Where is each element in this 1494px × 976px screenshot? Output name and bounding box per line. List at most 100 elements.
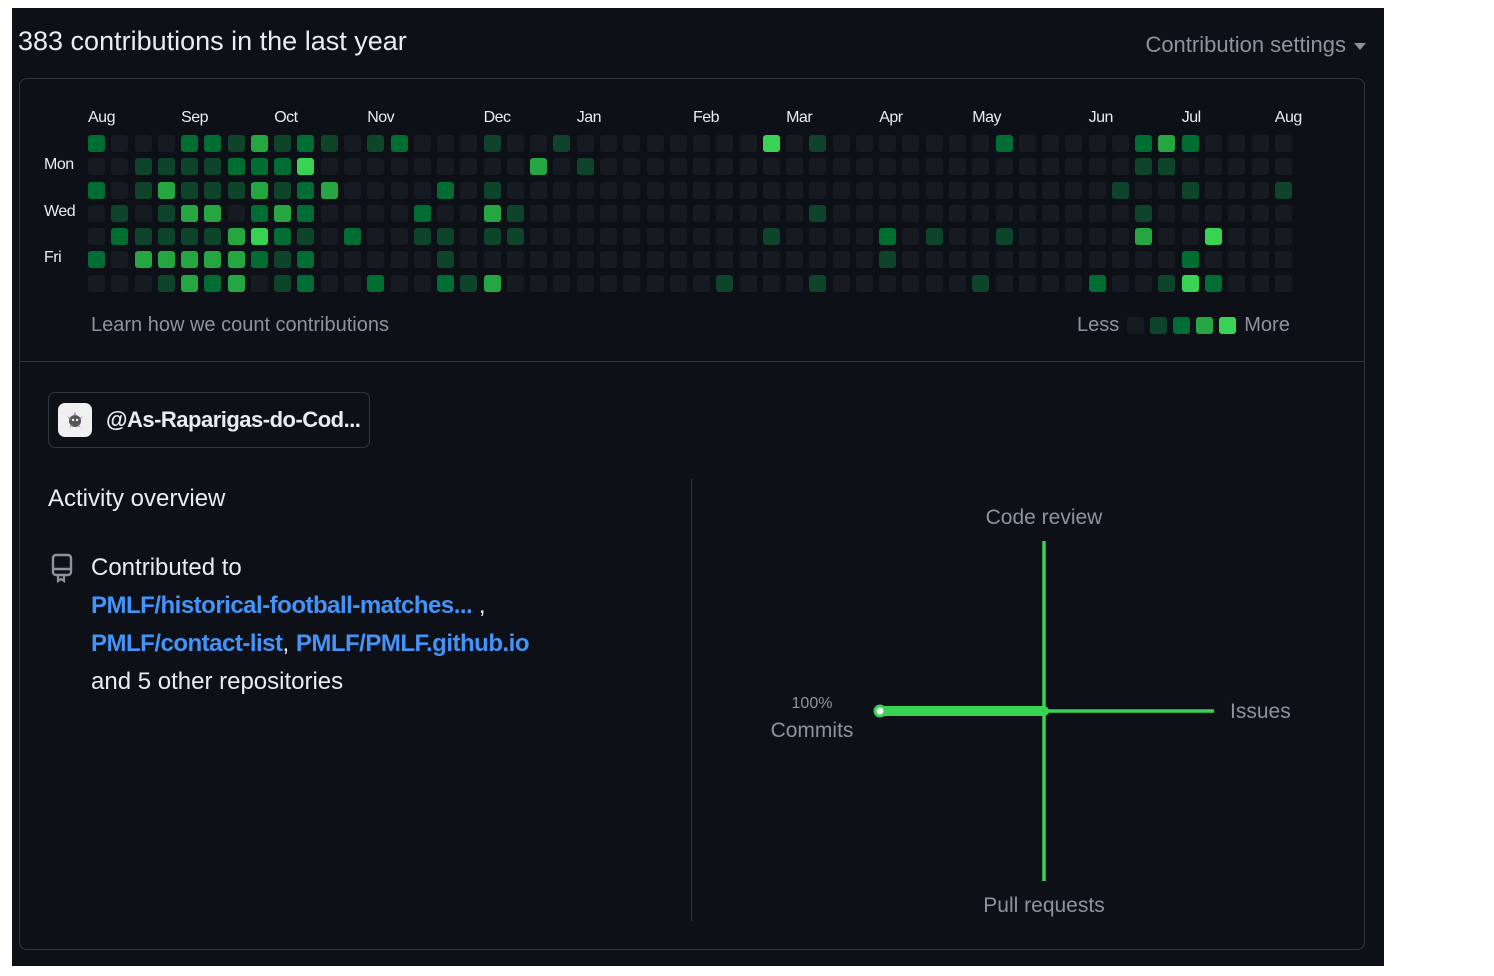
contribution-day-cell[interactable]	[1181, 251, 1199, 269]
contribution-day-cell[interactable]	[786, 158, 804, 176]
contribution-day-cell[interactable]	[227, 181, 245, 199]
contribution-day-cell[interactable]	[1065, 135, 1083, 152]
contribution-day-cell[interactable]	[437, 158, 455, 176]
contribution-day-cell[interactable]	[1205, 204, 1222, 222]
contribution-day-cell[interactable]	[1065, 228, 1083, 246]
contribution-day-cell[interactable]	[204, 204, 222, 222]
repo-link-pmlf-github-io[interactable]: PMLF/PMLF.github.io	[295, 630, 530, 657]
contribution-day-cell[interactable]	[879, 135, 897, 152]
contribution-day-cell[interactable]	[925, 158, 943, 176]
contribution-day-cell[interactable]	[995, 228, 1013, 246]
contribution-day-cell[interactable]	[669, 158, 687, 176]
contribution-day-cell[interactable]	[1274, 181, 1292, 199]
contribution-day-cell[interactable]	[530, 204, 548, 222]
contribution-day-cell[interactable]	[1181, 204, 1199, 222]
contribution-day-cell[interactable]	[413, 135, 431, 152]
contribution-day-cell[interactable]	[297, 181, 315, 199]
contribution-day-cell[interactable]	[786, 251, 804, 269]
contribution-day-cell[interactable]	[390, 181, 408, 199]
contribution-day-cell[interactable]	[972, 274, 990, 292]
contribution-day-cell[interactable]	[506, 135, 524, 152]
contribution-day-cell[interactable]	[181, 274, 199, 292]
contribution-day-cell[interactable]	[530, 181, 548, 199]
contribution-day-cell[interactable]	[1158, 135, 1176, 152]
contribution-day-cell[interactable]	[437, 228, 455, 246]
contribution-day-cell[interactable]	[1251, 228, 1269, 246]
contribution-day-cell[interactable]	[902, 251, 920, 269]
contribution-day-cell[interactable]	[809, 204, 827, 222]
contribution-day-cell[interactable]	[274, 158, 292, 176]
contribution-day-cell[interactable]	[297, 228, 315, 246]
contribution-day-cell[interactable]	[739, 204, 757, 222]
contribution-day-cell[interactable]	[623, 204, 641, 222]
contribution-day-cell[interactable]	[530, 158, 548, 176]
contribution-day-cell[interactable]	[460, 251, 478, 269]
contribution-day-cell[interactable]	[809, 181, 827, 199]
contribution-day-cell[interactable]	[367, 251, 385, 269]
contribution-day-cell[interactable]	[599, 181, 617, 199]
contribution-day-cell[interactable]	[1042, 204, 1060, 222]
contribution-day-cell[interactable]	[460, 181, 478, 199]
contribution-day-cell[interactable]	[437, 135, 455, 152]
contribution-day-cell[interactable]	[925, 204, 943, 222]
contribution-day-cell[interactable]	[879, 228, 897, 246]
contribution-day-cell[interactable]	[972, 251, 990, 269]
contribution-day-cell[interactable]	[1111, 204, 1129, 222]
contribution-day-cell[interactable]	[1274, 251, 1292, 269]
contribution-day-cell[interactable]	[1158, 228, 1176, 246]
contribution-day-cell[interactable]	[320, 251, 338, 269]
contribution-day-cell[interactable]	[646, 251, 664, 269]
contribution-day-cell[interactable]	[623, 228, 641, 246]
contribution-day-cell[interactable]	[832, 204, 850, 222]
contribution-day-cell[interactable]	[1088, 274, 1106, 292]
contribution-day-cell[interactable]	[786, 228, 804, 246]
contribution-day-cell[interactable]	[995, 135, 1013, 152]
contribution-day-cell[interactable]	[1042, 158, 1060, 176]
contribution-day-cell[interactable]	[716, 135, 734, 152]
contribution-day-cell[interactable]	[809, 158, 827, 176]
contribution-day-cell[interactable]	[1042, 135, 1060, 152]
contribution-day-cell[interactable]	[599, 135, 617, 152]
contribution-day-cell[interactable]	[1018, 204, 1036, 222]
organization-filter-button[interactable]: @As-Raparigas-do-Cod...	[48, 392, 370, 448]
contribution-day-cell[interactable]	[949, 204, 966, 222]
contribution-day-cell[interactable]	[157, 274, 175, 292]
contribution-day-cell[interactable]	[1135, 158, 1153, 176]
contribution-day-cell[interactable]	[1018, 251, 1036, 269]
contribution-day-cell[interactable]	[1065, 274, 1083, 292]
contribution-day-cell[interactable]	[646, 158, 664, 176]
repo-link-contact-list[interactable]: PMLF/contact-list	[91, 630, 283, 657]
contribution-day-cell[interactable]	[460, 228, 478, 246]
contribution-day-cell[interactable]	[1181, 274, 1199, 292]
contribution-day-cell[interactable]	[344, 158, 361, 176]
contribution-day-cell[interactable]	[949, 181, 966, 199]
contribution-day-cell[interactable]	[250, 251, 268, 269]
contribution-day-cell[interactable]	[483, 181, 501, 199]
contribution-day-cell[interactable]	[413, 251, 431, 269]
contribution-day-cell[interactable]	[1205, 274, 1222, 292]
contribution-day-cell[interactable]	[157, 251, 175, 269]
contribution-day-cell[interactable]	[1018, 274, 1036, 292]
contribution-day-cell[interactable]	[460, 204, 478, 222]
contribution-day-cell[interactable]	[134, 204, 152, 222]
contribution-day-cell[interactable]	[1111, 228, 1129, 246]
contribution-day-cell[interactable]	[762, 158, 780, 176]
contribution-day-cell[interactable]	[181, 204, 199, 222]
contribution-day-cell[interactable]	[1065, 204, 1083, 222]
contribution-day-cell[interactable]	[111, 135, 129, 152]
contribution-day-cell[interactable]	[1065, 158, 1083, 176]
contribution-day-cell[interactable]	[879, 181, 897, 199]
contribution-day-cell[interactable]	[181, 181, 199, 199]
contribution-day-cell[interactable]	[599, 274, 617, 292]
contribution-day-cell[interactable]	[855, 181, 873, 199]
contribution-day-cell[interactable]	[111, 181, 129, 199]
contribution-day-cell[interactable]	[1251, 135, 1269, 152]
contribution-day-cell[interactable]	[553, 204, 571, 222]
contribution-day-cell[interactable]	[1205, 228, 1222, 246]
contribution-day-cell[interactable]	[1181, 181, 1199, 199]
contribution-day-cell[interactable]	[1018, 158, 1036, 176]
contribution-day-cell[interactable]	[413, 274, 431, 292]
contribution-day-cell[interactable]	[855, 251, 873, 269]
contribution-day-cell[interactable]	[111, 228, 129, 246]
contribution-day-cell[interactable]	[669, 181, 687, 199]
